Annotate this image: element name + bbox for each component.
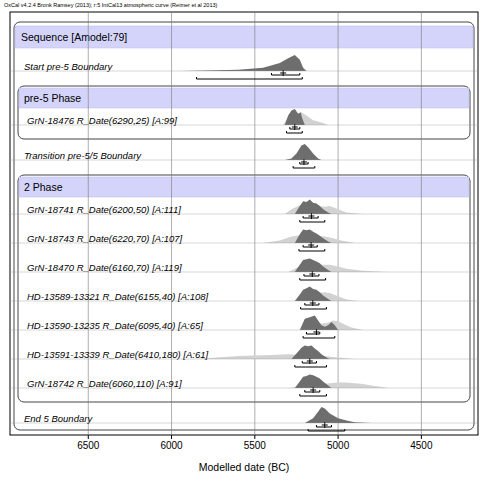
date-label: GrN-18476 R_Date(6290,25) [A:99]: [27, 115, 177, 126]
background: [0, 0, 490, 481]
date-label: HD-13589-13321 R_Date(6155,40) [A:108]: [27, 291, 209, 302]
tick-mark: [171, 435, 172, 439]
phase-box: [18, 175, 470, 402]
tick-mark: [254, 435, 255, 439]
date-label: GrN-18743 R_Date(6220,70) [A:107]: [27, 233, 183, 244]
posterior: [295, 287, 332, 301]
grid-line: [254, 12, 255, 435]
tick-mark: [338, 435, 339, 439]
grid-line: [171, 12, 172, 435]
range-95: [308, 429, 345, 431]
date-label: GrN-18742 R_Date(6060,110) [A:91]: [27, 378, 182, 389]
row-baseline: [10, 160, 478, 161]
row-baseline: [10, 71, 478, 72]
phase-band: [19, 88, 469, 108]
grid-line: [421, 12, 422, 435]
likelihood: [197, 354, 355, 359]
range-95: [295, 365, 327, 367]
title: OxCal v4.2.4 Bronk Ramsey (2013); r:5 In…: [4, 2, 218, 8]
sequence-band: [15, 26, 473, 48]
sequence-box: [14, 22, 474, 430]
range-95: [197, 77, 303, 79]
grid: [88, 12, 421, 435]
posterior: [285, 144, 322, 160]
tick-mark: [88, 435, 89, 439]
boundary-label: Start pre-5 Boundary: [24, 61, 113, 72]
range-95: [300, 278, 326, 280]
tick-mark: [421, 435, 422, 439]
tick-label: 6500: [77, 440, 100, 451]
date-label: HD-13590-13235 R_Date(6095,40) [A:65]: [27, 320, 203, 331]
posterior: [285, 109, 305, 125]
posterior: [180, 55, 307, 71]
x-axis-label: Modelled date (BC): [199, 461, 289, 473]
row-baseline: [10, 125, 478, 126]
plot-frame: [10, 12, 478, 435]
tick-label: 5000: [327, 440, 350, 451]
range-95: [301, 307, 327, 309]
range-95: [300, 220, 325, 222]
date-label: GrN-18470 R_Date(6160,70) [A:119]: [27, 262, 182, 273]
grid-line: [338, 12, 339, 435]
phase-band: [19, 177, 469, 197]
range-95: [299, 249, 325, 251]
row-baseline: [10, 388, 478, 389]
boundary-label: End 5 Boundary: [24, 413, 93, 424]
row-baseline: [10, 359, 478, 360]
phase-label: pre-5 Phase: [24, 92, 81, 104]
posterior: [291, 345, 329, 359]
chart: OxCal v4.2.4 Bronk Ramsey (2013); r:5 In…: [0, 0, 490, 481]
boundary-label: Transition pre-5/5 Boundary: [24, 150, 142, 161]
range-95: [286, 131, 302, 133]
posterior: [295, 258, 332, 272]
range-95: [300, 394, 327, 396]
posterior: [295, 229, 332, 243]
row-baseline: [10, 330, 478, 331]
row-baseline: [10, 214, 478, 215]
range-95: [303, 336, 335, 338]
date-label: GrN-18741 R_Date(6200,50) [A:111]: [27, 204, 181, 215]
date-label: HD-13591-13339 R_Date(6410,180) [A:61]: [27, 349, 209, 360]
phase-box: [18, 86, 470, 139]
posterior: [305, 407, 372, 423]
row-baseline: [10, 423, 478, 424]
row-baseline: [10, 301, 478, 302]
sequence-label: Sequence [Amodel:79]: [21, 31, 127, 43]
tick-label: 6000: [160, 440, 183, 451]
posterior: [295, 374, 332, 388]
tick-label: 4500: [410, 440, 433, 451]
grid-line: [88, 12, 89, 435]
row-baseline: [10, 272, 478, 273]
row-baseline: [10, 243, 478, 244]
tick-label: 5500: [244, 440, 267, 451]
range-95: [293, 166, 315, 168]
posterior: [300, 316, 338, 330]
posterior: [295, 200, 332, 214]
phase-label: 2 Phase: [24, 181, 63, 193]
